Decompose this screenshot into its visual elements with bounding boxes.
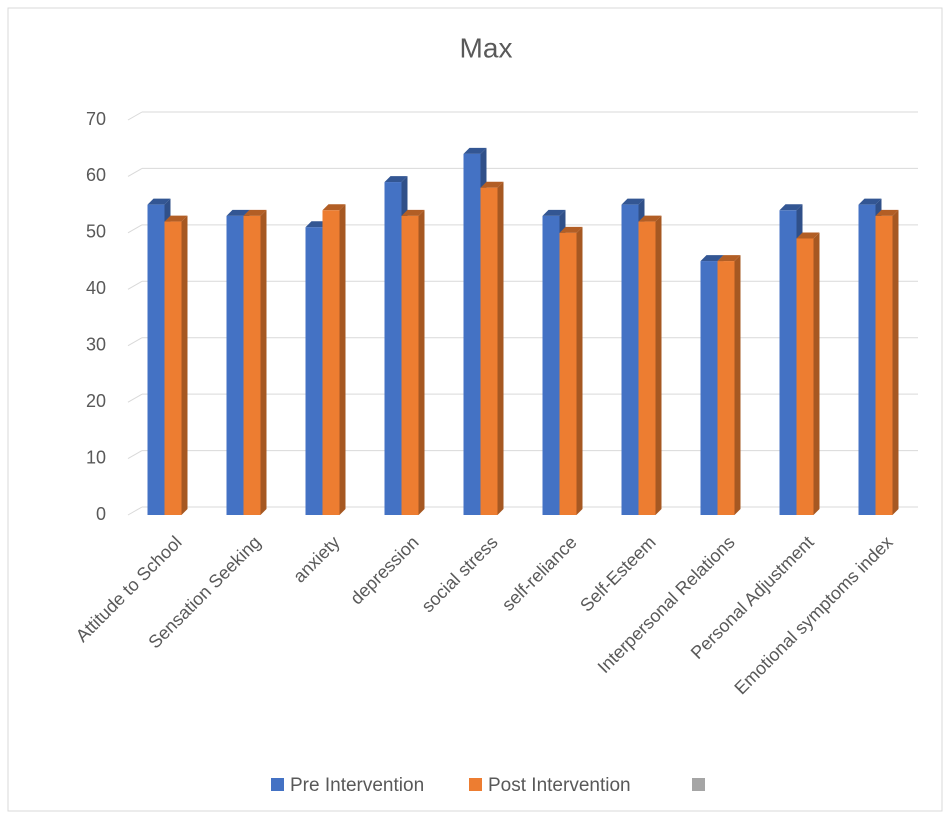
legend-label: Pre Intervention [290, 775, 424, 796]
bar-top [875, 209, 899, 216]
grid-line-depth [127, 224, 143, 234]
y-tick-label: 30 [86, 334, 106, 354]
bar-top [717, 255, 741, 262]
legend: Pre Intervention Post Intervention [271, 775, 705, 796]
bar-top [779, 204, 803, 211]
bar-top [480, 181, 504, 188]
y-tick-label: 50 [86, 222, 106, 242]
bar-top [700, 255, 724, 262]
bar-top [621, 198, 645, 205]
bar-side [813, 232, 820, 515]
y-tick-label: 20 [86, 391, 106, 411]
bar [621, 204, 639, 515]
grid-line-depth [127, 167, 143, 177]
y-tick-label: 0 [96, 504, 106, 524]
y-tick-label: 10 [86, 447, 106, 467]
bar [542, 215, 560, 515]
bar-top [243, 209, 267, 216]
bar [226, 215, 244, 515]
y-tick-label: 60 [86, 165, 106, 185]
bar [700, 261, 718, 515]
grid-line-depth [127, 506, 143, 516]
grid-line-depth [127, 450, 143, 460]
bar [305, 227, 323, 515]
legend-swatch [692, 778, 705, 791]
bar-top [542, 209, 566, 216]
bar-side [181, 215, 188, 516]
bar-top [559, 226, 583, 233]
bar-top [401, 209, 425, 216]
bar-top [463, 147, 487, 154]
y-tick-label: 70 [86, 109, 106, 129]
bar-side [260, 209, 267, 515]
bar [559, 232, 577, 515]
y-tick-label: 40 [86, 278, 106, 298]
bar-top [796, 232, 820, 239]
bar-side [339, 204, 346, 516]
bar-side [892, 209, 899, 515]
bar [638, 221, 656, 516]
bar-top [858, 198, 882, 205]
bar [164, 221, 182, 516]
legend-swatch [469, 778, 482, 791]
bar-side [497, 181, 504, 515]
bar-side [734, 255, 741, 516]
bar-side [655, 215, 662, 516]
grid-line-depth [127, 280, 143, 290]
bar [796, 238, 814, 515]
bar-top [147, 198, 171, 205]
bar [322, 210, 340, 516]
bar-top [164, 215, 188, 222]
bar-top [322, 204, 346, 211]
bar [875, 215, 893, 515]
bar [147, 204, 165, 515]
bar [243, 215, 261, 515]
bar-top [638, 215, 662, 222]
bar [779, 210, 797, 516]
grid-line-depth [127, 111, 143, 121]
bar [480, 187, 498, 515]
bar [401, 215, 419, 515]
bar-top [384, 176, 408, 183]
bar [717, 261, 735, 515]
bar [858, 204, 876, 515]
legend-label: Post Intervention [488, 775, 631, 796]
bar-side [418, 209, 425, 515]
grid-line-depth [127, 393, 143, 403]
bar-top [226, 209, 250, 216]
chart-title: Max [460, 32, 513, 63]
bar [463, 153, 481, 515]
bar [384, 182, 402, 516]
grid-line-depth [127, 337, 143, 347]
bar-side [576, 226, 583, 515]
legend-swatch [271, 778, 284, 791]
